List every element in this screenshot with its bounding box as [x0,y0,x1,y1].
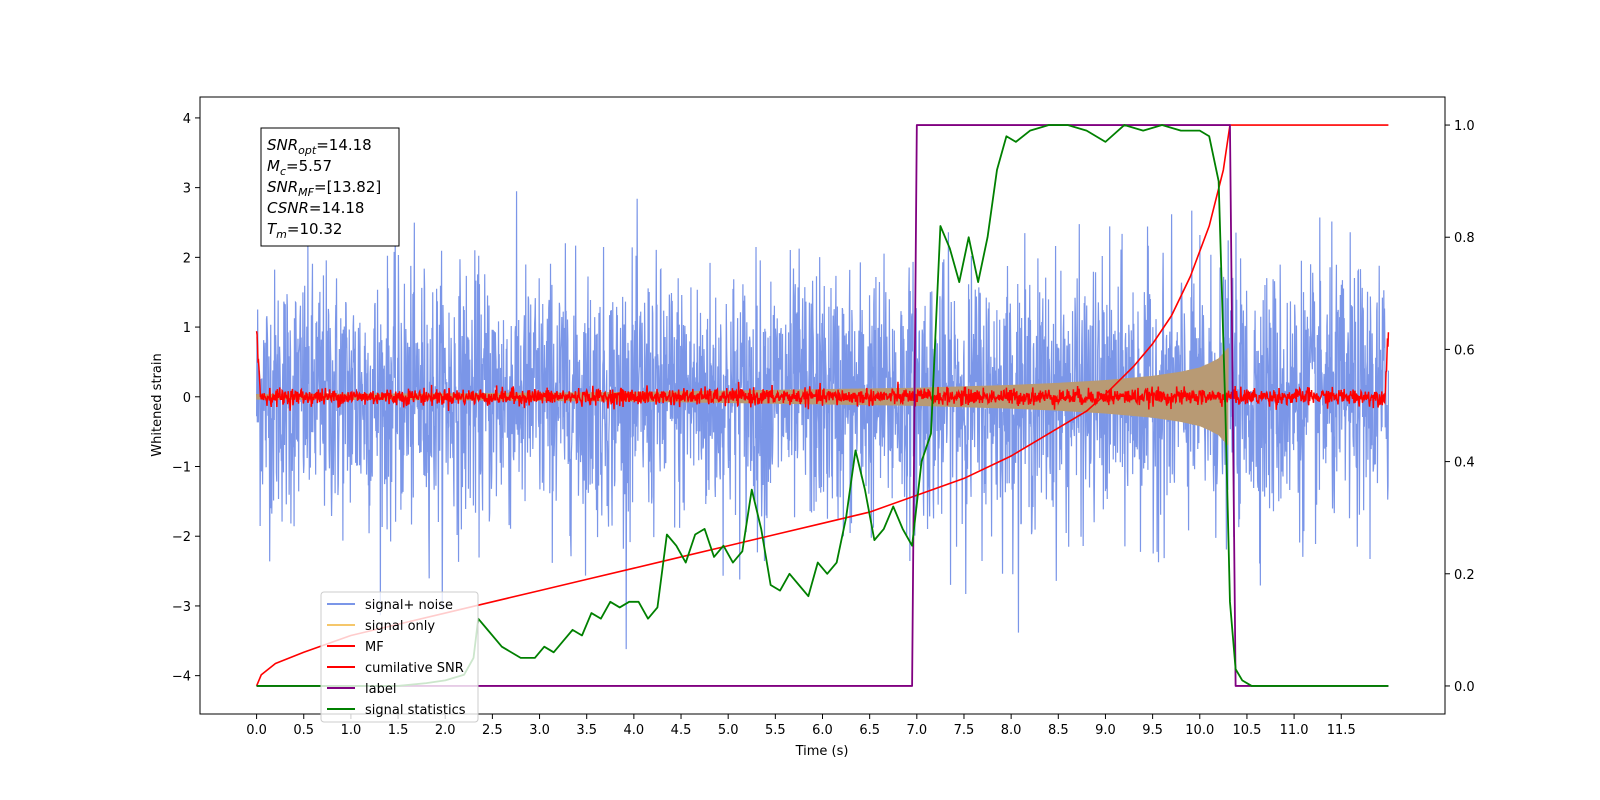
y-tick-label: −2 [172,530,191,545]
x-tick-label: 9.0 [1095,723,1116,738]
y-tick-label: 1 [183,321,191,336]
x-tick-label: 11.5 [1327,723,1356,738]
annotation-value: =14.18 [316,136,372,154]
y2-tick-label: 0.6 [1454,343,1475,358]
legend-label: signal+ noise [365,598,453,613]
x-tick-label: 7.5 [954,723,975,738]
annotation-value: =14.18 [309,199,365,217]
x-tick-label: 8.5 [1048,723,1069,738]
legend-label: MF [365,640,384,655]
annotation-value: =[13.82] [314,178,381,196]
y-axis-label: Whitened strain [150,353,165,456]
legend-box [320,591,479,723]
x-tick-label: 8.0 [1001,723,1022,738]
annotation-subscript: c [280,165,286,178]
x-tick-label: 7.0 [906,723,927,738]
y-tick-label: 2 [183,251,191,266]
x-tick-label: 6.5 [859,723,880,738]
y2-tick-label: 1.0 [1454,119,1475,134]
x-axis: 0.0 0.5 1.0 1.5 2.0 2.5 3.0 3.5 4.0 4.5 5.0 5.5 6.0 6… [246,714,1356,738]
y-tick-label: 3 [183,182,191,197]
annotation-line: Mc=5.57 [267,157,332,178]
annotation-symbol: T [267,220,278,238]
x-tick-label: 9.5 [1142,723,1163,738]
annotation-line: SNRMF=[13.82] [267,178,381,199]
x-tick-label: 2.0 [435,723,456,738]
x-tick-label: 0.0 [246,723,267,738]
y-tick-label: −3 [172,600,191,615]
annotation-symbol: SNR [267,178,298,196]
x-tick-label: 3.5 [576,723,597,738]
x-tick-label: 4.0 [624,723,645,738]
legend-label: signal only [365,619,435,634]
x-tick-label: 2.5 [482,723,503,738]
y-axis-left: 4 3 2 1 0 −1 −2 −3 −4 [172,112,200,685]
y-axis-right: 1.0 0.8 0.6 0.4 0.2 0.0 [1445,119,1475,695]
legend-label: label [365,682,396,697]
x-tick-label: 1.5 [388,723,409,738]
series-mf [255,331,1390,411]
annotation-line: SNRopt=14.18 [267,136,372,157]
y2-tick-label: 0.8 [1454,231,1475,246]
annotation-value: =5.57 [286,157,332,175]
y-tick-label: 4 [183,112,191,127]
annotation-box [260,127,400,247]
x-axis-label: Time (s) [795,744,849,759]
y-tick-label: −1 [172,461,191,476]
legend: signal+ noise signal only MF cumilative SNR… [320,591,479,723]
y2-tick-label: 0.2 [1454,568,1475,583]
annotation-symbol: SNR [267,136,298,154]
x-tick-label: 1.0 [341,723,362,738]
annotation-symbol: M [267,157,280,175]
x-tick-label: 3.0 [529,723,550,738]
series-signal-statistics [256,124,1389,687]
legend-label: cumilative SNR [365,661,464,676]
annotation-symbol: CSNR [267,199,309,217]
x-tick-label: 0.5 [293,723,314,738]
x-tick-label: 11.0 [1280,723,1309,738]
x-tick-label: 10.0 [1185,723,1214,738]
series-signal-noise [255,191,1390,650]
annotation-value: =10.32 [287,220,343,238]
annotation-subscript: opt [298,144,317,157]
y-tick-label: −4 [172,670,191,685]
x-tick-label: 6.0 [812,723,833,738]
x-tick-label: 5.0 [718,723,739,738]
legend-label: signal statistics [365,703,466,718]
x-tick-label: 4.5 [671,723,692,738]
stats-annotation: SNRopt=14.18Mc=5.57SNRMF=[13.82]CSNR=14.… [260,127,400,247]
y-tick-label: 0 [183,391,191,406]
y2-tick-label: 0.0 [1454,680,1475,695]
y2-tick-label: 0.4 [1454,456,1475,471]
x-tick-label: 10.5 [1232,723,1261,738]
annotation-line: CSNR=14.18 [267,199,364,217]
annotation-subscript: MF [298,186,314,199]
x-tick-label: 5.5 [765,723,786,738]
annotation-line: Tm=10.32 [267,220,342,241]
annotation-subscript: m [276,228,287,241]
